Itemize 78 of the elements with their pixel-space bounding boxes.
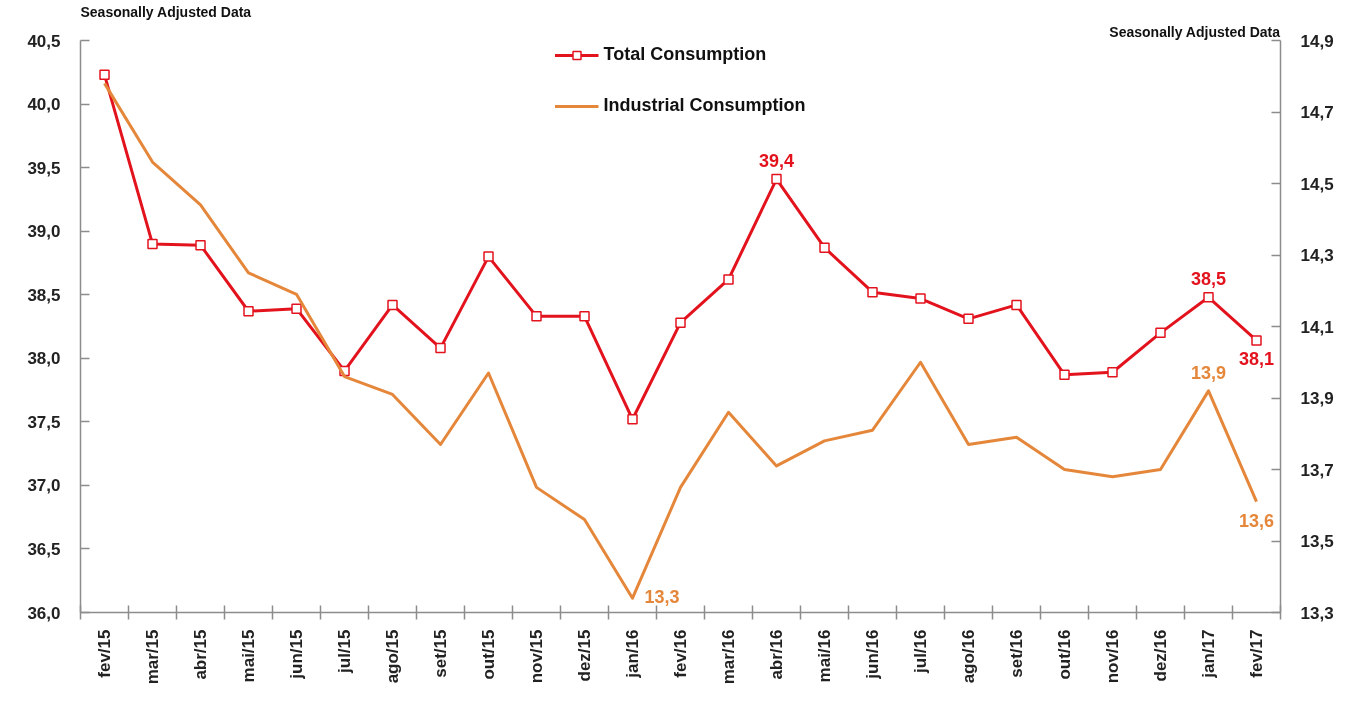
point — [915, 293, 926, 304]
y2-tick-label: 14,3 — [1300, 246, 1334, 265]
y2-tick-label: 14,1 — [1300, 317, 1334, 337]
y-tick-label: 37,0 — [27, 476, 61, 496]
x-tick-label: fev/15 — [95, 629, 114, 678]
x-tick-label: fev/17 — [1247, 629, 1266, 678]
y-tick-label: 40,5 — [27, 31, 61, 51]
data-label: 13,9 — [1190, 362, 1227, 383]
x-tick-label: abr/16 — [767, 629, 786, 680]
data-label: 13,6 — [1238, 510, 1275, 531]
y2-tick-label: 13,3 — [1300, 603, 1334, 623]
y-tick-label: 36,0 — [27, 603, 61, 623]
y-tick-label: 37,5 — [27, 412, 61, 432]
point — [627, 414, 638, 425]
x-tick-label: out/15 — [479, 629, 498, 680]
point — [579, 311, 590, 322]
point — [1107, 367, 1118, 378]
x-tick-label: jul/15 — [335, 629, 354, 674]
point — [435, 342, 446, 354]
legend-label: Total Consumption — [603, 44, 767, 65]
point — [963, 313, 974, 325]
y2-tick-label: 14,5 — [1300, 174, 1334, 194]
x-tick-label: jan/16 — [623, 629, 642, 679]
point — [531, 311, 542, 322]
point — [1059, 369, 1070, 381]
y2-tick-label: 14,7 — [1300, 103, 1334, 122]
x-tick-label: abr/15 — [191, 629, 210, 680]
y2-tick-label: 14,9 — [1300, 31, 1334, 51]
point — [483, 251, 494, 262]
x-tick-label: set/16 — [1007, 629, 1026, 678]
point — [771, 173, 782, 185]
x-tick-label: dez/16 — [1151, 629, 1170, 682]
point — [1155, 327, 1166, 339]
point — [723, 274, 734, 285]
x-tick-label: ago/15 — [383, 629, 402, 684]
legend-label: Industrial Consumption — [603, 95, 806, 116]
data-label: 38,5 — [1190, 269, 1227, 290]
x-tick-label: fev/16 — [671, 629, 690, 678]
data-label: 13,3 — [644, 586, 680, 607]
x-tick-label: nov/16 — [1103, 629, 1122, 684]
point — [291, 303, 302, 314]
y2-tick-label: 13,9 — [1300, 389, 1334, 408]
point — [195, 239, 206, 251]
y2-tick-label: 13,7 — [1300, 460, 1334, 480]
point — [819, 242, 830, 253]
point — [147, 238, 158, 250]
x-tick-label: jul/16 — [911, 629, 930, 674]
x-tick-label: mai/15 — [239, 629, 258, 683]
y-tick-label: 36,5 — [27, 539, 61, 559]
y-axis-title: Seasonally Adjusted Data — [80, 3, 252, 20]
x-tick-label: set/15 — [431, 629, 450, 678]
data-label: 39,4 — [758, 151, 795, 172]
x-tick-label: jun/16 — [863, 629, 882, 680]
x-tick-label: jun/15 — [287, 629, 306, 680]
y-tick-label: 40,0 — [27, 95, 61, 115]
point — [387, 299, 398, 311]
x-tick-label: mai/16 — [815, 629, 834, 683]
x-tick-label: mar/16 — [719, 629, 738, 685]
x-tick-label: nov/15 — [527, 629, 546, 684]
y2-tick-label: 13,5 — [1300, 532, 1334, 551]
y2-axis-title: Seasonally Adjusted Data — [1109, 23, 1281, 40]
point — [675, 317, 686, 328]
x-tick-label: out/16 — [1055, 629, 1074, 680]
point — [867, 286, 878, 298]
x-tick-label: mar/15 — [143, 629, 162, 685]
y-tick-label: 39,5 — [27, 158, 61, 178]
y-tick-label: 38,5 — [27, 285, 61, 305]
y-tick-label: 39,0 — [27, 222, 61, 242]
x-tick-label: ago/16 — [959, 629, 978, 684]
x-tick-label: dez/15 — [575, 629, 594, 682]
point — [99, 69, 110, 81]
data-label: 38,1 — [1238, 349, 1275, 370]
y-tick-label: 38,0 — [27, 349, 61, 369]
point — [243, 306, 254, 317]
x-tick-label: jan/17 — [1199, 629, 1218, 679]
point — [1251, 335, 1262, 346]
point — [1203, 292, 1214, 303]
point — [1011, 299, 1022, 311]
